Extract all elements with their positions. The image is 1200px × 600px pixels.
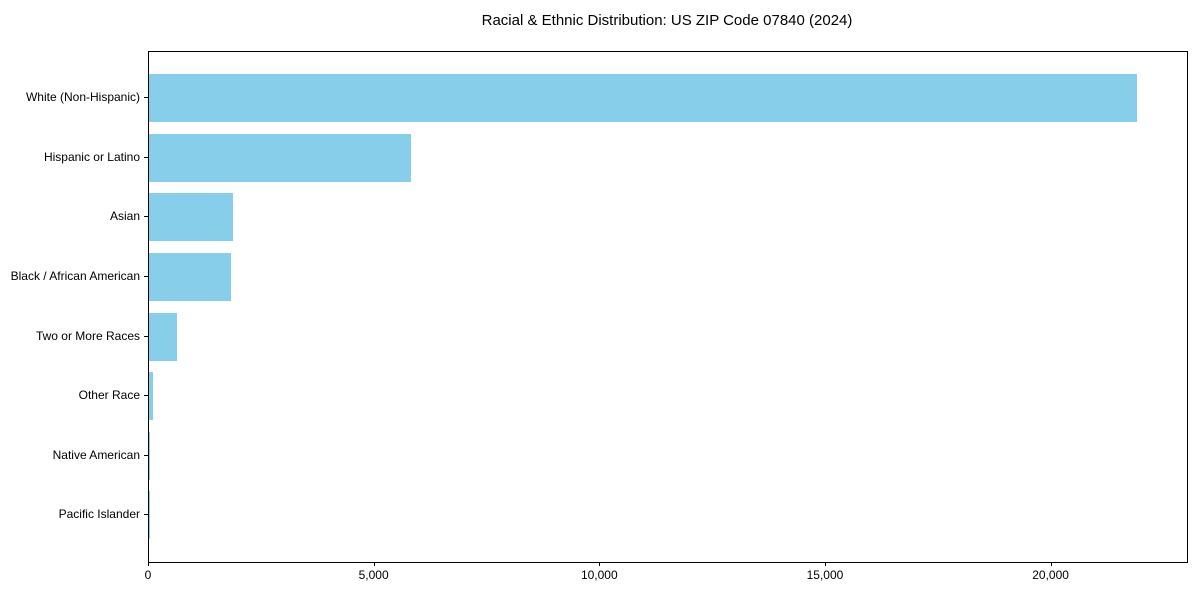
x-tick-label: 10,000 — [580, 568, 618, 582]
y-tick-mark — [144, 275, 148, 277]
y-tick-mark — [144, 454, 148, 456]
bar — [149, 252, 231, 301]
y-tick-mark — [144, 97, 148, 98]
category-label: Two or More Races — [35, 328, 140, 343]
y-tick-mark — [144, 216, 148, 218]
category-label: White (Non-Hispanic) — [25, 90, 140, 104]
x-tick-mark — [373, 562, 375, 566]
category-label: Hispanic or Latino — [43, 149, 140, 164]
x-tick-mark — [824, 562, 826, 566]
bar — [149, 431, 150, 480]
category-label: Native American — [52, 447, 140, 462]
y-tick-mark — [144, 514, 148, 516]
x-tick-mark — [148, 562, 149, 566]
x-tick-label: 20,000 — [1032, 568, 1069, 582]
x-tick-label: 15,000 — [806, 568, 844, 582]
y-tick-mark — [144, 395, 148, 397]
y-tick-mark — [144, 335, 148, 337]
x-tick-mark — [1050, 562, 1052, 566]
bar — [149, 74, 1138, 122]
y-tick-mark — [144, 156, 148, 158]
category-label: Asian — [109, 209, 140, 224]
category-label: Other Race — [78, 388, 140, 403]
plot-area — [148, 51, 1188, 563]
chart-title: Racial & Ethnic Distribution: US ZIP Cod… — [481, 12, 853, 29]
x-tick-mark — [599, 562, 601, 566]
category-label: Black / African American — [10, 268, 140, 283]
bar — [149, 133, 411, 182]
x-tick-label: 0 — [144, 568, 152, 582]
bar — [149, 193, 234, 242]
category-label: Pacific Islander — [58, 507, 140, 522]
x-tick-label: 5,000 — [358, 568, 389, 582]
bar — [149, 372, 153, 421]
bar — [149, 312, 177, 361]
